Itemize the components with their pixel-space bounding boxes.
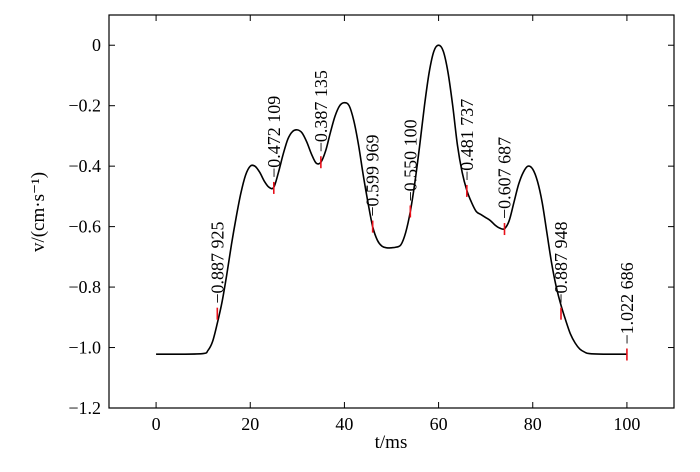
x-tick-label: 100 bbox=[613, 414, 640, 434]
y-tick-label: −0.6 bbox=[68, 217, 101, 237]
y-tick-label: −0.8 bbox=[68, 277, 101, 297]
x-tick-label: 20 bbox=[241, 414, 259, 434]
y-tick-label: 0 bbox=[92, 35, 101, 55]
y-tick-label: −0.4 bbox=[68, 156, 101, 176]
annotation-label: −0.387 135 bbox=[311, 70, 331, 152]
annotation-label: −0.599 969 bbox=[363, 134, 383, 216]
y-tick-label: −0.2 bbox=[68, 96, 101, 116]
plot-area bbox=[156, 44, 627, 356]
y-tick-label: −1.0 bbox=[68, 338, 101, 358]
axis-ticks: 0 20 40 60 80 100 −1.2 −1.0 −0.8 −0.6 −0.4 −0.2 0 bbox=[68, 15, 674, 434]
y-tick-label: −1.2 bbox=[68, 398, 101, 418]
plot-frame bbox=[108, 14, 675, 409]
annotation-label: −0.887 948 bbox=[551, 222, 571, 304]
x-tick-label: 0 bbox=[152, 414, 161, 434]
annotation-label: −0.550 100 bbox=[400, 119, 420, 201]
annotation-label: −0.887 925 bbox=[207, 222, 227, 304]
x-tick-label: 80 bbox=[524, 414, 542, 434]
series-line bbox=[156, 44, 627, 356]
annotations: −0.887 925 −0.472 109 −0.387 135 −0.599 969… bbox=[207, 70, 637, 361]
annotation-label: −0.472 109 bbox=[264, 96, 284, 178]
x-axis-label: t/ms bbox=[375, 432, 408, 453]
y-axis-label: v/(cm·s⁻¹) bbox=[28, 172, 49, 252]
x-tick-label: 60 bbox=[430, 414, 448, 434]
x-tick-label: 40 bbox=[335, 414, 353, 434]
annotation-label: −0.607 687 bbox=[495, 137, 515, 219]
annotation-label: −0.481 737 bbox=[457, 99, 477, 181]
annotation-label: −1.022 686 bbox=[617, 262, 637, 344]
